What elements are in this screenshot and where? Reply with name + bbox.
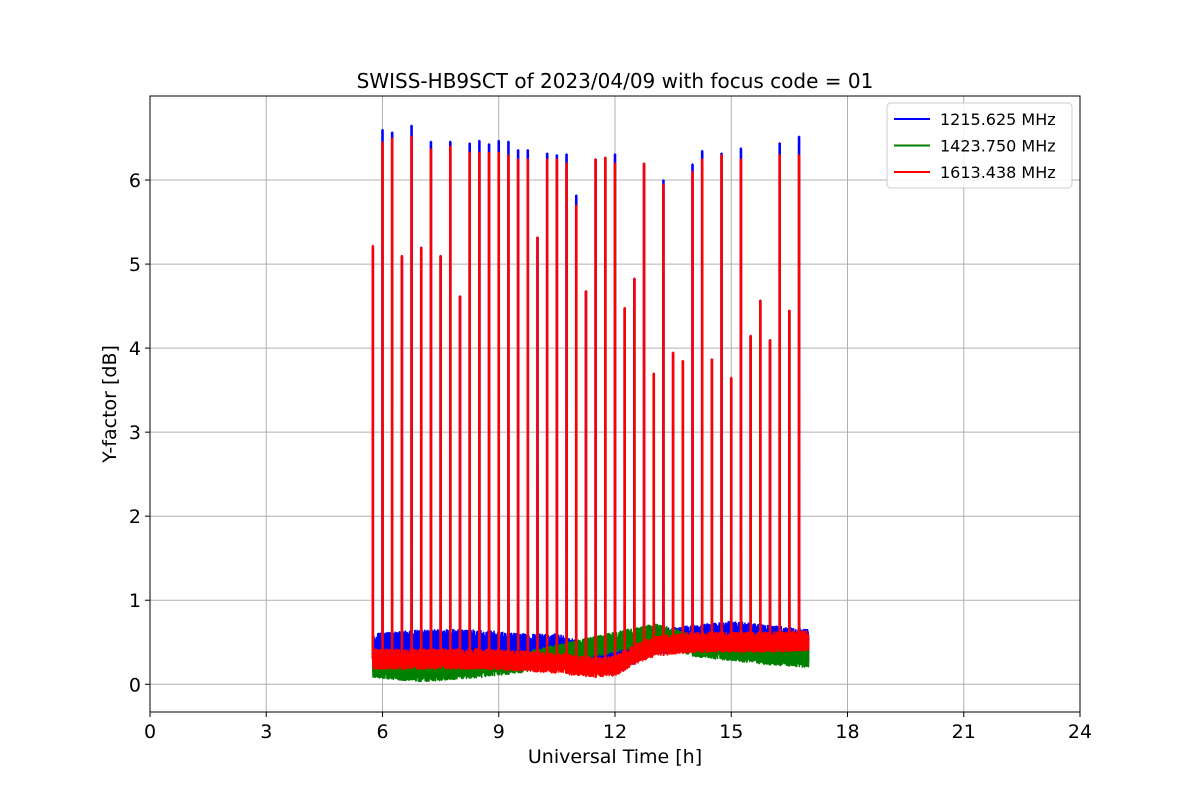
x-tick-label: 21: [952, 721, 976, 743]
y-tick-label: 2: [129, 506, 141, 528]
x-tick-label: 3: [260, 721, 272, 743]
y-tick-label: 6: [129, 170, 141, 192]
plot-area: [371, 124, 810, 683]
legend-label: 1215.625 MHz: [940, 110, 1056, 129]
x-tick-label: 0: [144, 721, 156, 743]
chart-title: SWISS-HB9SCT of 2023/04/09 with focus co…: [357, 69, 874, 93]
y-tick-label: 1: [129, 590, 141, 612]
y-tick-label: 4: [129, 338, 141, 360]
x-tick-label: 24: [1068, 721, 1092, 743]
legend-label: 1423.750 MHz: [940, 137, 1056, 156]
series-group: [371, 135, 810, 679]
x-tick-label: 15: [719, 721, 743, 743]
legend-box: [886, 102, 1073, 189]
y-tick-label: 5: [129, 254, 141, 276]
x-tick-label: 9: [493, 721, 505, 743]
y-tick-label: 3: [129, 422, 141, 444]
x-tick-label: 12: [603, 721, 627, 743]
series-line: [372, 135, 810, 679]
y-tick-label: 0: [129, 674, 141, 696]
x-tick-label: 18: [835, 721, 859, 743]
x-axis: 0 3 6 9 12 15 18 21 24: [144, 712, 1092, 743]
legend: 1215.625 MHz 1423.750 MHz 1613.438 MHz: [886, 102, 1073, 189]
y-axis-title: Y-factor [dB]: [99, 345, 121, 464]
x-axis-title: Universal Time [h]: [528, 746, 702, 768]
legend-label: 1613.438 MHz: [940, 163, 1056, 182]
x-tick-label: 6: [376, 721, 388, 743]
y-axis: 0 1 2 3 4 5 6: [129, 170, 150, 696]
